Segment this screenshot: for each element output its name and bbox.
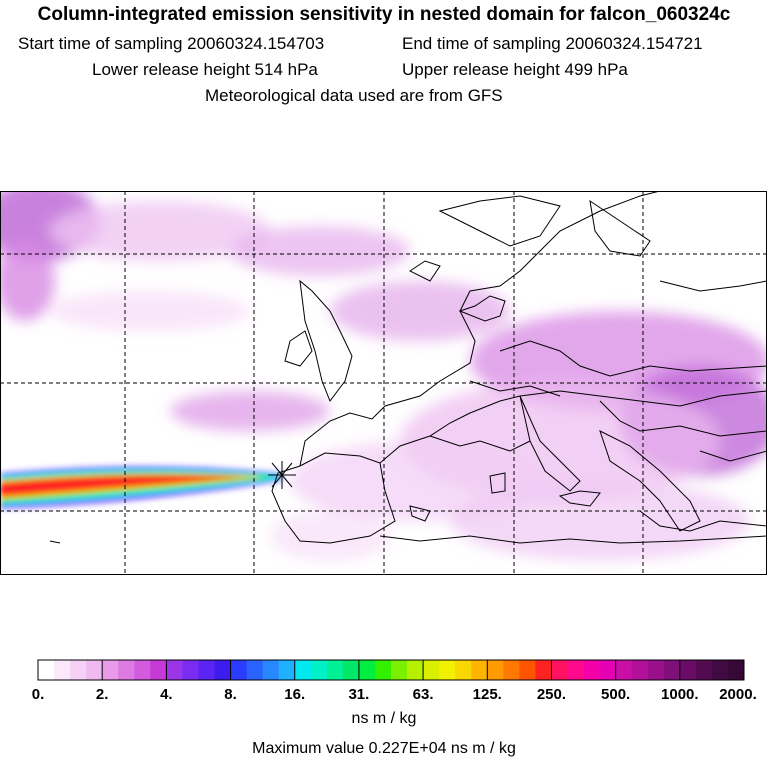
met-data-label: Meteorological data used are from GFS xyxy=(205,86,503,105)
colorbar-cell xyxy=(711,660,729,680)
colorbar-cell xyxy=(86,660,103,680)
colorbar-cell xyxy=(294,660,312,680)
colorbar-cell xyxy=(214,660,232,680)
colorbar-tick-label: 8. xyxy=(224,686,237,703)
colorbar-cell xyxy=(583,660,601,680)
colorbar-cell xyxy=(519,660,536,680)
colorbar-cell xyxy=(342,660,360,680)
colorbar-cell xyxy=(358,660,376,680)
colorbar-cell xyxy=(54,660,71,680)
colorbar-tick-label: 125. xyxy=(473,686,502,703)
end-time-label: End time of sampling 20060324.154721 xyxy=(402,34,703,53)
colorbar-cell xyxy=(535,660,552,680)
colorbar-cell xyxy=(663,660,681,680)
colorbar-cell xyxy=(150,660,167,680)
colorbar-cell xyxy=(262,660,280,680)
colorbar-cell xyxy=(647,660,665,680)
colorbar-tick-label: 63. xyxy=(413,686,434,703)
colorbar-tick-label: 16. xyxy=(284,686,305,703)
colorbar-cell xyxy=(182,660,199,680)
chart-title: Column-integrated emission sensitivity i… xyxy=(37,4,731,25)
sensitivity-field xyxy=(0,191,767,561)
colorbar-cell xyxy=(198,660,215,680)
colorbar-unit-label: ns m / kg xyxy=(351,710,417,727)
colorbar-cell xyxy=(134,660,151,680)
colorbar-cell xyxy=(230,660,248,680)
coastlines xyxy=(271,191,767,544)
lower-height-label: Lower release height 514 hPa xyxy=(92,60,318,79)
colorbar-cell xyxy=(503,660,520,680)
colorbar-cell xyxy=(567,660,585,680)
emission-plume xyxy=(0,466,282,509)
colorbar-tick-label: 4. xyxy=(160,686,173,703)
colorbar-cell xyxy=(695,660,713,680)
colorbar-cell xyxy=(679,660,697,680)
colorbar-cell xyxy=(727,660,745,680)
colorbar-tick-label: 2000. xyxy=(719,686,757,703)
start-time-label: Start time of sampling 20060324.154703 xyxy=(18,34,325,53)
colorbar: 0. 2. 4. 8. 16. 31. 63. 125. 250. 500. 1000. 2000. xyxy=(32,659,757,703)
colorbar-tick-label: 0. xyxy=(32,686,45,703)
colorbar-cell xyxy=(471,660,488,680)
colorbar-cell xyxy=(599,660,617,680)
colorbar-cell xyxy=(407,660,424,680)
upper-height-label: Upper release height 499 hPa xyxy=(402,60,628,79)
colorbar-tick-label: 250. xyxy=(537,686,566,703)
colorbar-cell xyxy=(615,660,633,680)
colorbar-cell xyxy=(166,660,183,680)
colorbar-cell xyxy=(423,660,440,680)
maximum-value-label: Maximum value 0.227E+04 ns m / kg xyxy=(252,740,516,757)
colorbar-cell xyxy=(310,660,328,680)
colorbar-cell xyxy=(631,660,649,680)
colorbar-cell xyxy=(246,660,264,680)
colorbar-tick-label: 2. xyxy=(96,686,109,703)
grid-lines xyxy=(0,191,767,575)
colorbar-cell xyxy=(326,660,344,680)
colorbar-cell xyxy=(487,660,504,680)
map-frame xyxy=(0,191,767,575)
colorbar-cell xyxy=(455,660,472,680)
colorbar-cell xyxy=(70,660,87,680)
colorbar-tick-label: 500. xyxy=(601,686,630,703)
colorbar-cell xyxy=(391,660,408,680)
colorbar-cell xyxy=(439,660,456,680)
colorbar-cell xyxy=(102,660,119,680)
colorbar-tick-label: 31. xyxy=(348,686,369,703)
colorbar-cell xyxy=(374,660,392,680)
colorbar-cell xyxy=(278,660,296,680)
release-point-marker xyxy=(268,461,296,489)
sensitivity-map xyxy=(0,191,767,575)
colorbar-cell xyxy=(38,660,55,680)
colorbar-tick-label: 1000. xyxy=(661,686,699,703)
colorbar-cell xyxy=(551,660,568,680)
colorbar-cell xyxy=(118,660,135,680)
